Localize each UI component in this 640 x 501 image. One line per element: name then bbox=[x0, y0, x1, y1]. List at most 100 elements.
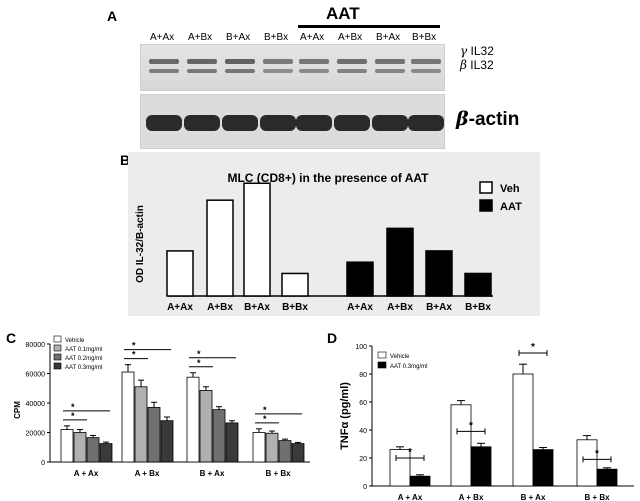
bar bbox=[278, 440, 292, 463]
significance-star: * bbox=[132, 350, 136, 360]
gamma-band bbox=[375, 59, 405, 64]
beta-band bbox=[411, 69, 441, 73]
tick-label: B + Ax bbox=[200, 469, 225, 478]
bar bbox=[121, 371, 135, 463]
gamma-band bbox=[411, 59, 441, 64]
tick-label: A+Bx bbox=[387, 302, 413, 313]
legend-swatch bbox=[53, 362, 62, 370]
bar bbox=[291, 443, 305, 463]
legend-label: Vehicle bbox=[65, 338, 85, 344]
legend-label: AAT 0.3mg/ml bbox=[65, 365, 102, 371]
significance-star: * bbox=[469, 420, 473, 431]
tick-label: A + Ax bbox=[74, 469, 99, 478]
legend-swatch bbox=[53, 335, 62, 343]
tick-label: B + Bx bbox=[265, 469, 291, 478]
actin-band bbox=[334, 115, 370, 131]
bar bbox=[450, 404, 472, 487]
bar bbox=[512, 373, 534, 487]
beta-band bbox=[263, 69, 293, 73]
significance-star: * bbox=[71, 402, 75, 412]
bar bbox=[596, 468, 618, 487]
significance-star: * bbox=[595, 448, 599, 459]
beta-band bbox=[225, 69, 255, 73]
bar bbox=[389, 449, 411, 487]
beta-il32-label: β IL32 bbox=[460, 58, 494, 72]
bar bbox=[252, 432, 266, 463]
legend-swatch bbox=[53, 344, 62, 352]
significance-star: * bbox=[263, 405, 267, 415]
bar bbox=[166, 250, 194, 297]
tick-label: B + Bx bbox=[584, 493, 610, 500]
legend-label: AAT bbox=[500, 201, 522, 213]
tick-label: B + Ax bbox=[521, 493, 546, 500]
bar bbox=[386, 227, 414, 297]
panel-b-label: B bbox=[120, 152, 131, 168]
bar bbox=[60, 429, 74, 463]
il32-band-drawing bbox=[141, 45, 444, 90]
beta-band bbox=[187, 69, 217, 73]
gamma-band bbox=[337, 59, 367, 64]
significance-star: * bbox=[408, 447, 412, 458]
y-axis-label: CPM bbox=[13, 401, 22, 419]
lane-label: A+Bx bbox=[338, 32, 363, 43]
gamma-il32-label: γ IL32 bbox=[460, 44, 494, 58]
bar bbox=[73, 432, 87, 463]
panel-b-chart: MLC (CD8+) in the presence of AAT OD IL-3… bbox=[135, 171, 522, 313]
y-axis-label: OD IL-32/B-actin bbox=[135, 205, 146, 283]
legend-label: Vehicle bbox=[390, 354, 410, 360]
actin-band bbox=[408, 115, 444, 131]
gamma-band bbox=[149, 59, 179, 64]
beta-actin-label: β-actin bbox=[456, 108, 520, 130]
significance-star: * bbox=[71, 411, 75, 421]
lane-label: A+Ax bbox=[150, 32, 175, 43]
gamma-band bbox=[263, 59, 293, 64]
actin-band bbox=[372, 115, 408, 131]
panel-d-label: D bbox=[327, 330, 338, 346]
bar bbox=[281, 272, 309, 297]
tick-label: B+Ax bbox=[426, 302, 452, 313]
tick-label: A+Bx bbox=[207, 302, 233, 313]
actin-band bbox=[296, 115, 332, 131]
legend-swatch bbox=[53, 353, 62, 361]
bar bbox=[134, 386, 148, 463]
significance-star: * bbox=[263, 414, 267, 424]
gamma-band bbox=[187, 59, 217, 64]
legend-label: Veh bbox=[500, 183, 520, 195]
aat-bracket-line bbox=[298, 25, 440, 28]
chart-title: MLC (CD8+) in the presence of AAT bbox=[227, 171, 429, 185]
bar bbox=[199, 390, 213, 463]
beta-band bbox=[149, 69, 179, 73]
y-tick-label: 60 bbox=[359, 400, 367, 407]
legend-swatch bbox=[479, 181, 493, 194]
lane-labels: A+Ax A+Bx B+Ax B+Bx A+Ax A+Bx B+Ax B+Bx bbox=[150, 32, 450, 46]
tick-label: A + Bx bbox=[135, 469, 160, 478]
tick-label: B+Bx bbox=[282, 302, 308, 313]
bar bbox=[346, 261, 374, 297]
actin-band bbox=[184, 115, 220, 131]
bar bbox=[186, 376, 200, 463]
legend-swatch bbox=[377, 361, 387, 369]
y-tick-label: 20 bbox=[359, 456, 367, 463]
panel-d-chart: 0 20 40 60 80 100 TNFα (pg/ml) A + Ax * A + Bx * B … bbox=[339, 342, 634, 500]
tick-label: B+Bx bbox=[465, 302, 491, 313]
significance-star: * bbox=[531, 342, 535, 353]
bar bbox=[464, 272, 492, 297]
beta-band bbox=[375, 69, 405, 73]
y-tick-label: 0 bbox=[41, 460, 45, 467]
beta-band bbox=[337, 69, 367, 73]
legend-swatch bbox=[479, 199, 493, 212]
legend-label: AAT 0.2mg/ml bbox=[65, 356, 102, 362]
lane-label: B+Bx bbox=[264, 32, 289, 43]
aat-treatment-label: AAT bbox=[326, 4, 360, 23]
significance-star: * bbox=[197, 349, 201, 359]
bar bbox=[86, 437, 100, 463]
bar bbox=[265, 432, 279, 463]
tick-label: A + Bx bbox=[459, 493, 484, 500]
gamma-band bbox=[299, 59, 329, 64]
lane-label: B+Ax bbox=[376, 32, 401, 43]
tick-label: A + Ax bbox=[398, 493, 423, 500]
actin-band bbox=[260, 115, 296, 131]
bar bbox=[470, 446, 492, 487]
bar bbox=[425, 250, 453, 297]
